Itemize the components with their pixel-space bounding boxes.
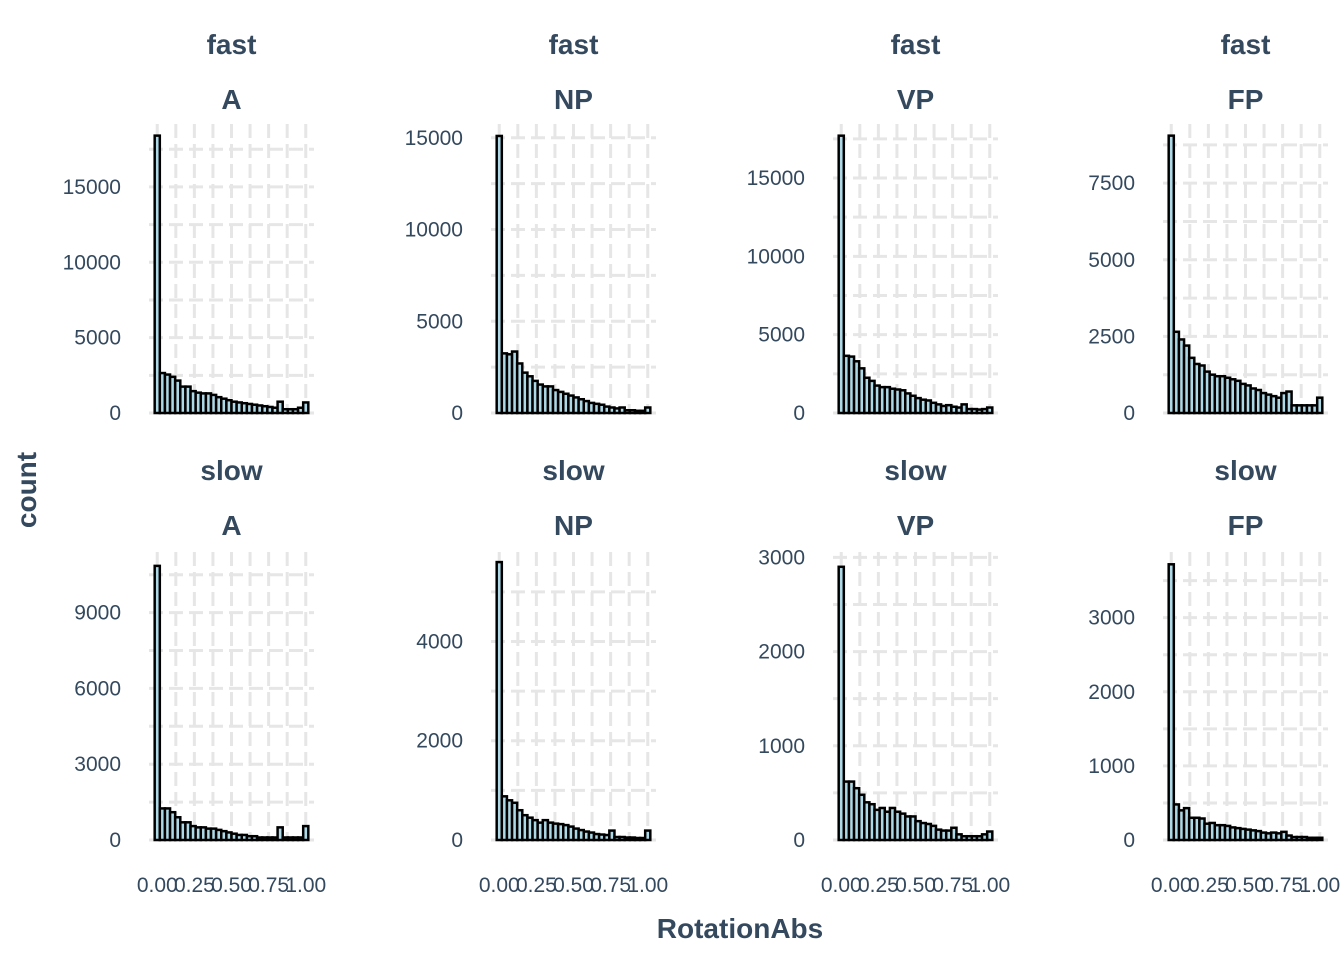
y-tick-label: 6000 [74,677,121,700]
x-tick-label: 0.00 [137,874,178,897]
x-tick-label: 0.25 [174,874,215,897]
y-tick-label: 3000 [1088,607,1135,630]
x-tick-label: 1.00 [1299,874,1340,897]
facet-strip-group: VP [897,510,934,541]
facet-panel-fast-np: 0 5000 10000 15000 fast NP [405,29,656,425]
y-tick-label: 2000 [758,641,805,664]
y-tick-label: 15000 [747,167,805,190]
facet-panel-fast-a: 0 5000 10000 15000 fast A [63,29,314,425]
x-tick-label: 0.75 [1262,874,1303,897]
y-tick-label: 0 [793,402,805,425]
y-tick-label: 15000 [405,127,463,150]
y-tick-label: 5000 [416,310,463,333]
x-tick-label: 0.25 [1188,874,1229,897]
facet-strip-group: NP [554,84,593,115]
y-tick-label: 9000 [74,602,121,625]
facet-panel-fast-vp: 0 5000 10000 15000 fast VP [747,29,998,425]
x-tick-label: 0.50 [1225,874,1266,897]
histogram-bar [837,565,846,842]
y-axis-title: count [11,452,42,528]
x-tick-label: 0.50 [553,874,594,897]
x-tick-label: 0.25 [858,874,899,897]
facet-strip-group: VP [897,84,934,115]
facet-strip-speed: slow [884,455,946,486]
y-tick-label: 1000 [758,735,805,758]
histogram-bar [1167,563,1176,842]
facet-strip-speed: slow [542,455,604,486]
y-tick-label: 2000 [1088,681,1135,704]
histogram-bar [1315,836,1324,842]
facet-strip-speed: fast [207,29,257,60]
histogram-bar [643,829,652,842]
facet-strip-speed: fast [891,29,941,60]
x-tick-label: 0.00 [479,874,520,897]
y-tick-label: 0 [451,829,463,852]
x-tick-label: 0.25 [516,874,557,897]
y-tick-label: 10000 [747,245,805,268]
x-tick-label: 0.50 [211,874,252,897]
y-tick-label: 0 [109,402,121,425]
facet-strip-speed: fast [1221,29,1271,60]
y-tick-label: 5000 [1088,249,1135,272]
histogram-bar [985,406,994,415]
histogram-bar [1315,396,1324,415]
facet-strip-group: A [221,510,241,541]
facet-strip-speed: fast [549,29,599,60]
y-tick-label: 5000 [758,324,805,347]
x-tick-label: 0.50 [895,874,936,897]
histogram-bar [1285,390,1293,415]
histogram-bar [1167,134,1176,415]
histogram-bar [276,400,284,415]
facet-strip-speed: slow [1214,455,1276,486]
y-tick-label: 5000 [74,327,121,350]
x-tick-label: 1.00 [627,874,668,897]
x-axis-title: RotationAbs [657,913,823,944]
y-tick-label: 4000 [416,630,463,653]
histogram-bar [301,401,310,415]
x-tick-label: 1.00 [285,874,326,897]
facet-strip-group: A [221,84,241,115]
histogram-bar [643,406,652,415]
y-tick-label: 10000 [405,219,463,242]
x-tick-label: 0.00 [821,874,862,897]
histogram-bar [495,560,504,842]
y-tick-label: 3000 [758,546,805,569]
y-tick-label: 0 [793,829,805,852]
y-tick-label: 0 [1123,829,1135,852]
histogram-bar [153,134,162,415]
histogram-bar [276,826,284,842]
histogram-bar [985,830,994,842]
facet-strip-group: FP [1228,84,1264,115]
y-tick-label: 0 [109,829,121,852]
facet-panel-slow-vp: 0 1000 2000 3000 0.000.250.500.751.00 slow VP [758,455,1010,897]
facet-panel-fast-fp: 0 2500 5000 7500 fast FP [1088,29,1328,425]
x-tick-label: 0.75 [932,874,973,897]
y-tick-label: 7500 [1088,172,1135,195]
y-tick-label: 1000 [1088,755,1135,778]
facet-strip-group: NP [554,510,593,541]
histogram-bar [837,134,846,415]
facet-strip-group: FP [1228,510,1264,541]
y-tick-label: 15000 [63,176,121,199]
y-tick-label: 10000 [63,251,121,274]
x-tick-label: 0.75 [590,874,631,897]
x-tick-label: 0.75 [248,874,289,897]
histogram-bar [301,824,310,842]
y-tick-label: 2000 [416,730,463,753]
x-tick-label: 1.00 [969,874,1010,897]
histogram-bar [153,564,162,842]
histogram-bar [495,134,504,415]
x-tick-label: 0.00 [1151,874,1192,897]
y-tick-label: 3000 [74,753,121,776]
facet-panel-slow-fp: 0 1000 2000 3000 0.000.250.500.751.00 slow FP [1088,455,1340,897]
facet-panel-slow-np: 0 2000 4000 0.000.250.500.751.00 slow NP [416,455,668,897]
y-tick-label: 2500 [1088,325,1135,348]
facet-panel-slow-a: 0 3000 6000 9000 0.000.250.500.751.00 slow A [74,455,326,897]
y-tick-label: 0 [451,402,463,425]
facet-strip-speed: slow [200,455,262,486]
y-tick-label: 0 [1123,402,1135,425]
histogram-bar [608,829,616,842]
